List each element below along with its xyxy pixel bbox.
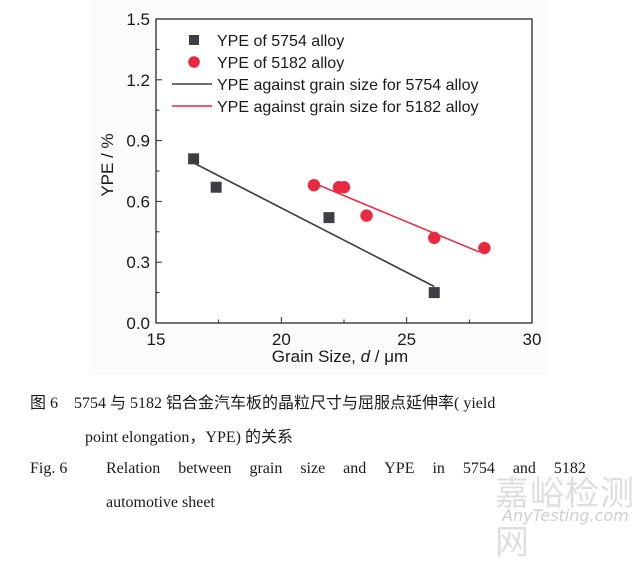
caption-en-word: in — [432, 460, 445, 477]
y-tick-label: 0.3 — [126, 253, 150, 272]
fit-line-series-2 — [193, 162, 435, 288]
watermark-en: AnyTesting.com — [502, 506, 629, 525]
data-point-square — [323, 212, 335, 224]
x-axis-title: Grain Size, d / μm — [272, 347, 408, 366]
data-point-circle — [478, 241, 491, 255]
data-points — [188, 153, 491, 299]
axes: 15 20 25 30 0.0 0.3 0.6 0.9 1.2 1.5 — [126, 10, 541, 349]
caption-en-word: 5182 — [553, 460, 586, 477]
legend-circle-symbol — [188, 56, 200, 68]
x-tick-label: 15 — [147, 330, 166, 349]
legend-square-symbol — [189, 35, 199, 45]
caption-zh-line-2: point elongation，YPE) 的关系 — [85, 429, 293, 446]
data-point-square — [210, 181, 222, 193]
caption-en-line-1: Fig. 6 Relation between grain size and YPE in 5… — [30, 460, 610, 478]
legend-label: YPE of 5182 alloy — [217, 55, 344, 72]
data-point-square — [428, 287, 440, 299]
data-point-circle — [307, 178, 321, 192]
y-tick-label: 0.0 — [126, 314, 150, 333]
caption-en-word: between — [178, 460, 232, 477]
y-tick-label: 1.5 — [126, 10, 150, 29]
x-axis-title-unit: / μm — [370, 347, 408, 366]
y-tick-label: 0.9 — [126, 132, 150, 151]
x-axis-title-prefix: Grain Size, — [272, 347, 361, 366]
plot-frame — [155, 18, 533, 324]
legend-label: YPE of 5754 alloy — [217, 33, 344, 50]
legend-label: YPE against grain size for 5754 alloy — [217, 77, 478, 94]
scatter-chart: 15 20 25 30 0.0 0.3 0.6 0.9 1.2 1.5 YPE of 5754 a… — [98, 10, 541, 366]
caption-en-word: size — [300, 460, 326, 477]
y-tick-label: 1.2 — [126, 71, 150, 90]
caption-en-word: Relation — [106, 460, 161, 477]
data-point-circle — [360, 209, 373, 222]
data-point-square — [188, 153, 200, 165]
caption-en-word: 5754 — [462, 460, 495, 477]
x-tick-label: 25 — [397, 330, 416, 349]
caption-zh-line-1: 图 6 5754 与 5182 铝合金汽车板的晶粒尺寸与屈服点延伸率( yiel… — [30, 395, 496, 412]
y-tick-label: 0.6 — [126, 192, 150, 211]
caption-en-word: YPE — [384, 460, 415, 477]
x-tick-label: 30 — [523, 330, 542, 349]
caption-en-word: grain — [249, 460, 283, 477]
y-axis-title: YPE / % — [98, 133, 117, 196]
x-tick-label: 20 — [272, 330, 291, 349]
fit-lines — [193, 162, 480, 288]
caption-en-word: and — [512, 460, 536, 477]
caption-en-line-2: automotive sheet — [106, 494, 215, 511]
legend: YPE of 5754 alloy YPE of 5182 alloy YPE ag… — [172, 33, 478, 116]
data-point-circle — [337, 181, 351, 194]
caption-en-words: Relation between grain size and YPE in 5754 and 5… — [106, 460, 610, 478]
caption-en-label: Fig. 6 — [30, 460, 68, 477]
legend-label: YPE against grain size for 5182 alloy — [217, 99, 478, 116]
caption-en-word: and — [343, 460, 367, 477]
x-axis-title-variable: d — [361, 347, 371, 366]
fit-line-series-3 — [318, 184, 480, 253]
data-point-circle — [428, 231, 441, 245]
